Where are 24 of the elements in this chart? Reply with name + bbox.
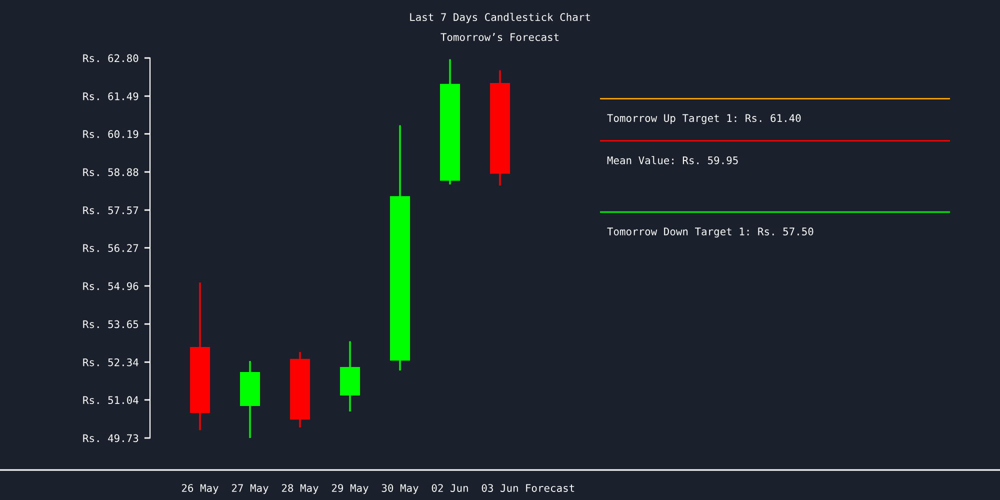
y-tick-label: Rs. 52.34 — [83, 358, 138, 366]
y-tick-label: Rs. 53.65 — [83, 320, 138, 328]
x-tick-label: 30 May — [382, 484, 418, 494]
x-tick-label: 26 May — [182, 484, 218, 494]
x-tick-label: 29 May — [332, 484, 368, 494]
ref-line-label: Tomorrow Up Target 1: Rs. 61.40 — [607, 114, 801, 124]
x-tick-label: 27 May — [232, 484, 268, 494]
y-tick-label: Rs. 54.96 — [83, 282, 138, 290]
y-tick-label: Rs. 51.04 — [83, 396, 138, 404]
ref-line-label: Tomorrow Down Target 1: Rs. 57.50 — [607, 228, 814, 238]
y-tick-label: Rs. 56.27 — [83, 244, 138, 252]
x-tick-label: 28 May — [282, 484, 318, 494]
chart-subtitle: Tomorrow’s Forecast — [440, 32, 559, 42]
x-tick-label: Forecast — [526, 484, 574, 492]
y-tick-label: Rs. 60.19 — [83, 130, 138, 138]
y-tick-label: Rs. 49.73 — [83, 434, 138, 442]
y-tick-label: Rs. 62.80 — [83, 54, 138, 62]
chart-title: Last 7 Days Candlestick Chart — [410, 12, 590, 24]
y-tick-label: Rs. 57.57 — [83, 206, 138, 214]
y-tick-label: Rs. 61.49 — [83, 92, 138, 100]
x-tick-label: 02 Jun — [432, 484, 468, 492]
ref-line-label: Mean Value: Rs. 59.95 — [607, 156, 738, 164]
x-tick-label: 03 Jun — [482, 484, 518, 492]
y-tick-label: Rs. 58.88 — [83, 168, 138, 176]
